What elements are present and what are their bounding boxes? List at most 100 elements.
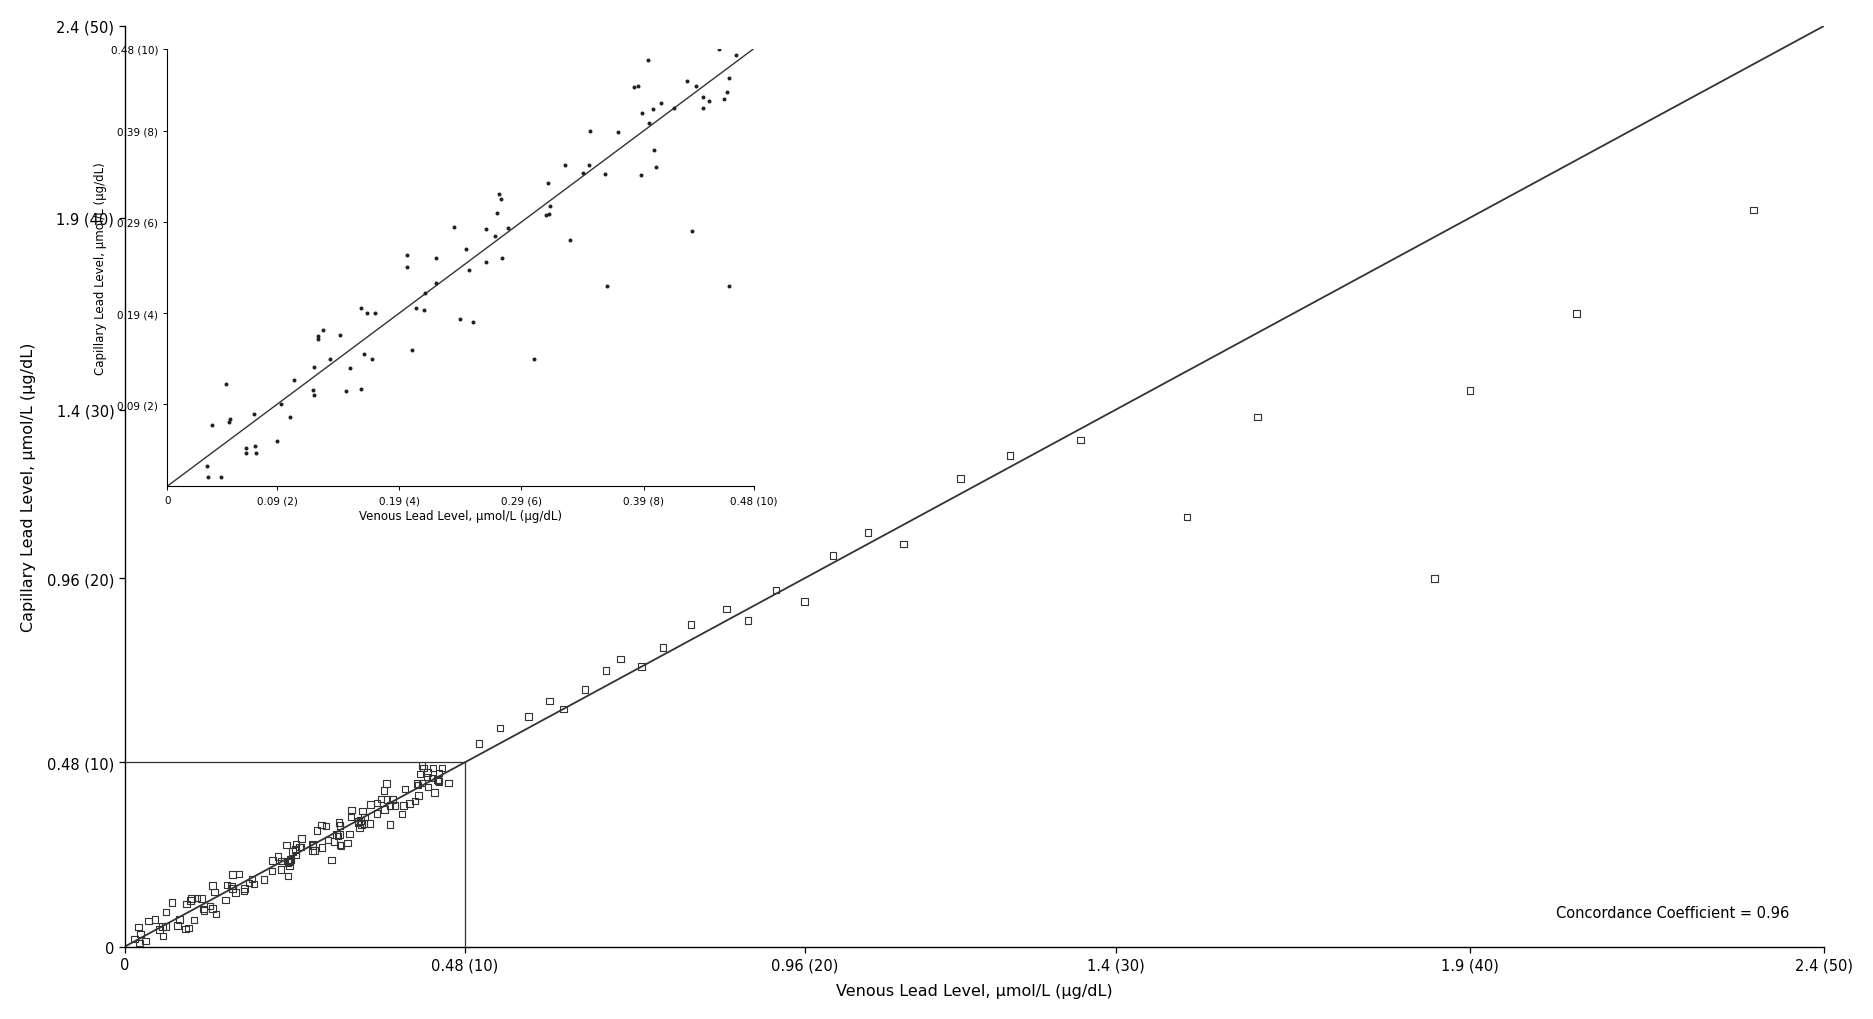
Point	[148, 918, 178, 934]
Point	[300, 843, 330, 859]
Point	[176, 893, 206, 909]
Point	[347, 803, 376, 819]
Point	[195, 898, 225, 914]
Point	[732, 612, 762, 629]
Point	[369, 802, 399, 818]
Point	[420, 785, 450, 801]
Point	[333, 826, 363, 843]
Point	[307, 817, 337, 834]
Point	[592, 662, 622, 679]
Point	[388, 798, 418, 814]
Point	[403, 775, 433, 792]
Point	[182, 890, 212, 906]
Point	[275, 852, 305, 868]
Point	[170, 921, 200, 937]
Point	[463, 736, 493, 752]
Point	[326, 838, 356, 854]
Point	[395, 796, 425, 812]
Point	[343, 813, 373, 829]
Point	[534, 693, 564, 709]
Point	[361, 806, 391, 822]
Point	[317, 852, 347, 868]
Point	[549, 701, 579, 717]
Point	[150, 918, 180, 934]
Point	[266, 853, 296, 869]
Point	[197, 901, 227, 917]
Point	[125, 934, 155, 951]
Point	[403, 776, 433, 793]
Point	[371, 792, 401, 808]
Point	[311, 818, 341, 835]
Point	[388, 806, 418, 822]
Point	[174, 920, 204, 936]
Point	[1171, 510, 1201, 526]
Point	[995, 448, 1025, 465]
Point	[313, 832, 343, 848]
Point	[221, 884, 251, 901]
Point	[406, 758, 436, 774]
Point	[375, 798, 405, 814]
Point	[200, 906, 230, 922]
Point	[240, 876, 270, 893]
Point	[343, 815, 373, 832]
Point	[197, 877, 227, 894]
Point	[217, 866, 247, 882]
Point	[324, 837, 354, 853]
Point	[152, 904, 182, 920]
Point	[281, 847, 311, 863]
Point	[120, 931, 150, 948]
Point	[789, 594, 819, 610]
Point	[605, 651, 635, 667]
Point	[298, 838, 328, 854]
Point	[485, 720, 515, 737]
Point	[1242, 410, 1272, 426]
Point	[275, 852, 305, 868]
Point	[307, 840, 337, 856]
Point	[258, 853, 288, 869]
Point	[944, 471, 974, 487]
Point	[189, 903, 219, 919]
Point	[324, 814, 354, 830]
Point	[249, 871, 279, 888]
Point	[163, 917, 193, 933]
Point	[272, 838, 302, 854]
Point	[133, 913, 163, 929]
Point	[817, 547, 847, 564]
Point	[217, 878, 247, 895]
Point	[275, 854, 305, 870]
Point	[1453, 383, 1483, 399]
Point	[281, 842, 311, 858]
Point	[433, 775, 463, 792]
Point	[354, 815, 384, 832]
Point	[210, 892, 240, 908]
Point	[285, 840, 315, 856]
Point	[140, 912, 170, 928]
Point	[324, 826, 354, 843]
Point	[676, 616, 706, 633]
Point	[273, 853, 303, 869]
Point	[273, 854, 303, 870]
Point	[281, 836, 311, 852]
Point	[369, 783, 399, 799]
Point	[238, 871, 268, 888]
Point	[223, 866, 253, 882]
Point	[648, 640, 678, 656]
Point	[1066, 433, 1096, 449]
Point	[131, 932, 161, 949]
Point	[405, 766, 435, 783]
X-axis label: Venous Lead Level, μmol/L (μg/dL): Venous Lead Level, μmol/L (μg/dL)	[835, 983, 1113, 999]
Point	[335, 809, 365, 825]
Point	[412, 769, 442, 786]
Point	[124, 919, 154, 935]
Point	[229, 882, 258, 899]
Point	[322, 827, 352, 844]
Point	[189, 901, 219, 917]
Point	[380, 798, 410, 814]
Point	[187, 891, 217, 907]
Point	[287, 839, 317, 855]
Point	[399, 793, 429, 809]
Point	[262, 849, 292, 865]
Point	[375, 816, 405, 833]
Point	[760, 582, 790, 598]
Point	[852, 525, 882, 541]
